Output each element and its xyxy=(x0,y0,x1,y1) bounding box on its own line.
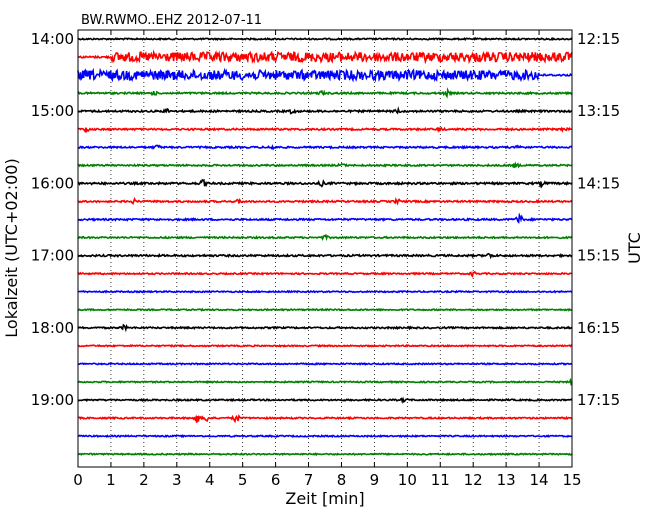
trace-1430 xyxy=(77,67,573,83)
x-tick-label: 8 xyxy=(337,471,347,489)
x-tick-label: 15 xyxy=(562,471,581,489)
trace-1945 xyxy=(77,452,573,457)
trace-group xyxy=(77,36,573,457)
y-tick-label-left: 18:00 xyxy=(31,319,74,337)
trace-1715 xyxy=(77,270,573,278)
y-tick-label-right: 17:15 xyxy=(577,391,620,409)
y-axis-label-left: Lokalzeit (UTC+02:00) xyxy=(2,158,21,337)
y-tick-label-right: 16:15 xyxy=(577,319,620,337)
trace-1915 xyxy=(77,413,573,424)
trace-1415 xyxy=(77,49,573,65)
trace-1745 xyxy=(77,307,573,312)
x-axis-label: Zeit [min] xyxy=(285,489,364,508)
x-tick-label: 5 xyxy=(238,471,248,489)
y-tick-label-right: 12:15 xyxy=(577,30,620,48)
trace-1800 xyxy=(77,323,573,333)
trace-1545 xyxy=(77,161,573,169)
x-tick-label: 1 xyxy=(106,471,116,489)
trace-1400 xyxy=(77,36,573,42)
trace-1815 xyxy=(77,343,573,348)
x-tick-label: 14 xyxy=(530,471,549,489)
y-axis-label-right: UTC xyxy=(625,232,644,264)
tick-label-group: 0 1 2 3 4 5 6 7 8 9 10 11 12 13 14 1514:0015:0016:0017:… xyxy=(31,30,620,489)
x-tick-label: 4 xyxy=(205,471,215,489)
x-tick-label: 6 xyxy=(271,471,281,489)
y-tick-label-left: 17:00 xyxy=(31,247,74,265)
vertical-grid xyxy=(110,30,540,467)
x-tick-label: 7 xyxy=(304,471,314,489)
x-tick-label: 9 xyxy=(370,471,380,489)
trace-1700 xyxy=(77,252,573,260)
x-tick-label: 0 xyxy=(73,471,83,489)
x-tick-label: 2 xyxy=(139,471,149,489)
x-tick-label: 3 xyxy=(172,471,182,489)
trace-1530 xyxy=(77,143,573,151)
y-tick-label-right: 13:15 xyxy=(577,102,620,120)
x-tick-label: 10 xyxy=(398,471,417,489)
tick-group xyxy=(77,30,573,467)
trace-1845 xyxy=(77,377,573,386)
y-tick-label-left: 14:00 xyxy=(31,30,74,48)
trace-1730 xyxy=(77,289,573,294)
y-tick-label-right: 15:15 xyxy=(577,247,620,265)
trace-1500 xyxy=(77,106,573,115)
trace-1930 xyxy=(77,434,573,439)
trace-1830 xyxy=(77,361,573,366)
y-tick-label-left: 15:00 xyxy=(31,102,74,120)
trace-1445 xyxy=(77,87,573,99)
chart-title: BW.RWMO..EHZ 2012-07-11 xyxy=(81,13,262,28)
plot-frame xyxy=(77,29,573,468)
trace-1630 xyxy=(77,212,573,224)
x-tick-label: 11 xyxy=(431,471,450,489)
trace-1600 xyxy=(77,178,573,189)
x-tick-label: 12 xyxy=(464,471,483,489)
y-tick-label-left: 16:00 xyxy=(31,174,74,192)
trace-1645 xyxy=(77,233,573,241)
y-tick-label-left: 19:00 xyxy=(31,391,74,409)
x-tick-label: 13 xyxy=(497,471,516,489)
trace-1515 xyxy=(77,126,573,134)
trace-1615 xyxy=(77,196,573,206)
trace-1900 xyxy=(77,396,573,404)
y-tick-label-right: 14:15 xyxy=(577,174,620,192)
